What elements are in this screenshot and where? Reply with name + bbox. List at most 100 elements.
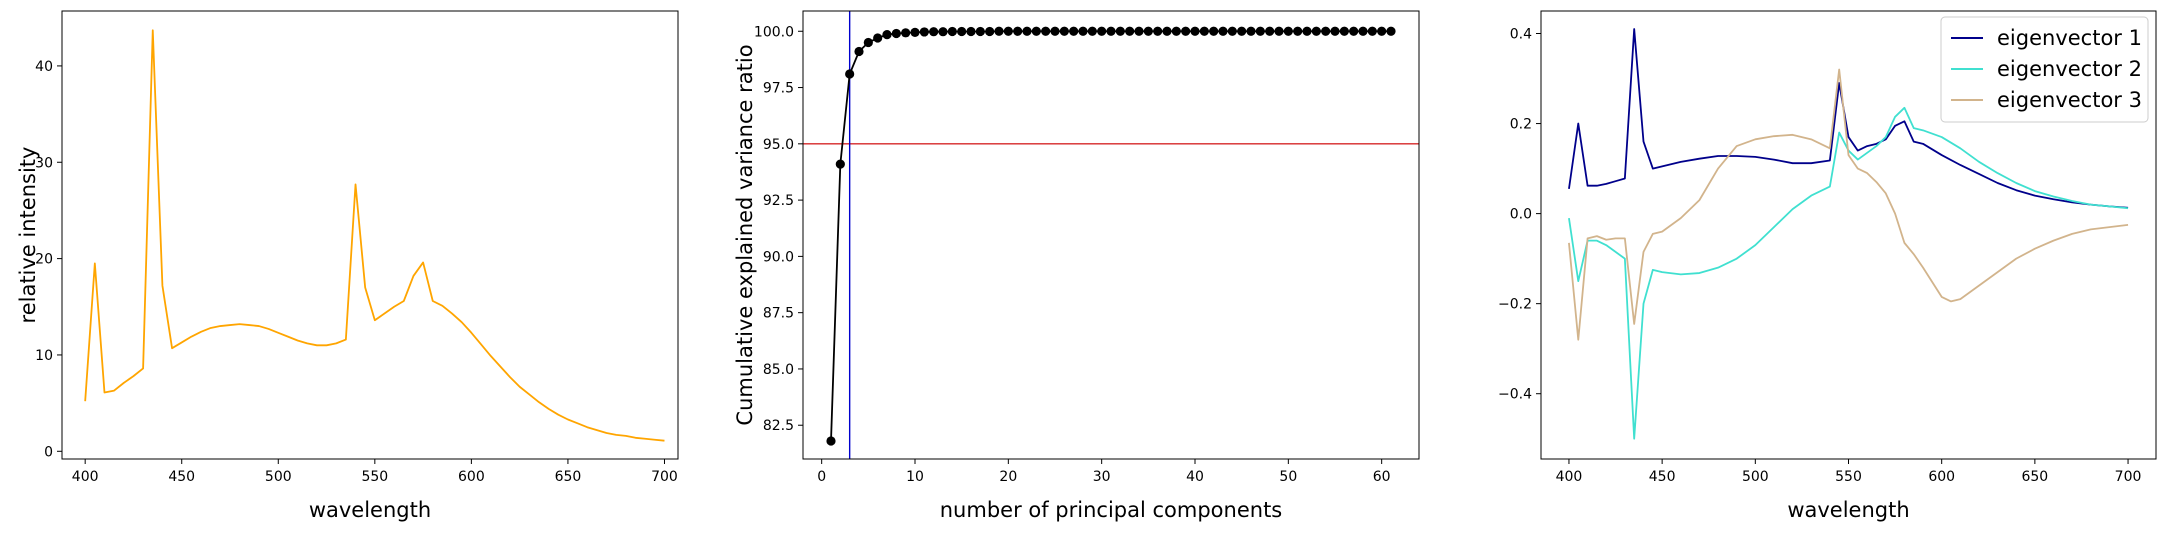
x-tick-label: 50	[1279, 469, 1297, 485]
data-point	[957, 26, 967, 37]
data-point	[1050, 26, 1060, 36]
x-tick-label: 60	[1373, 469, 1391, 485]
data-point	[1181, 26, 1191, 36]
y-tick-label: 100.0	[754, 24, 794, 40]
data-point	[1339, 26, 1349, 36]
data-point	[1190, 26, 1200, 36]
plot-area	[803, 11, 1419, 459]
x-tick-label: 700	[2115, 469, 2142, 485]
plot-frame	[61, 10, 679, 460]
legend-label: eigenvector 1	[1997, 26, 2142, 50]
data-point	[1059, 26, 1069, 36]
data-point	[1227, 26, 1237, 36]
x-tick-label: 550	[361, 469, 388, 485]
data-point	[826, 436, 836, 446]
data-point	[1171, 26, 1181, 36]
data-point	[910, 27, 920, 37]
data-point	[1199, 26, 1209, 36]
data-point	[1349, 26, 1359, 36]
x-tick-label: 550	[1835, 469, 1862, 485]
data-point	[966, 26, 976, 37]
chart-2: 0 10 20 30 40 50 60 82.5 85.0 87.5 90.0 92.5 95.0 97.…	[733, 10, 1420, 522]
data-point	[1274, 26, 1284, 36]
data-point	[873, 33, 883, 43]
data-point	[835, 159, 845, 169]
series-line-eigenvector-2	[1568, 106, 2129, 440]
data-point	[1367, 26, 1377, 36]
data-point	[1106, 26, 1116, 36]
data-point	[1265, 26, 1275, 36]
data-point	[1377, 26, 1387, 36]
y-tick-label: −0.4	[1498, 387, 1532, 403]
series-line-eigenvector-1	[1568, 28, 2129, 209]
y-tick-label: 90.0	[763, 249, 794, 265]
x-tick-label: 600	[1928, 469, 1955, 485]
data-point	[1358, 26, 1368, 36]
plot-frame	[1540, 10, 2157, 460]
data-point	[1386, 26, 1396, 36]
data-point	[1022, 26, 1032, 36]
data-point	[1087, 26, 1097, 36]
series-line	[830, 30, 1391, 442]
y-tick-label: 30	[35, 155, 53, 171]
series-line-eigenvector-3	[1568, 68, 2129, 341]
y-tick-label: 85.0	[763, 362, 794, 378]
data-point	[1078, 26, 1088, 36]
plot-area	[84, 29, 665, 442]
data-point	[919, 27, 929, 37]
data-point	[929, 27, 939, 37]
data-point	[854, 46, 864, 57]
data-point	[1330, 26, 1340, 36]
y-tick-label: −0.2	[1498, 297, 1532, 313]
data-point	[1134, 26, 1144, 36]
y-tick-label: 0.4	[1510, 27, 1532, 43]
data-point	[1125, 26, 1135, 36]
data-point	[975, 26, 985, 37]
y-tick-label: 95.0	[763, 137, 794, 153]
x-axis-label: number of principal components	[940, 498, 1283, 522]
data-point	[938, 27, 948, 37]
data-point	[1209, 26, 1219, 36]
data-point	[1255, 26, 1265, 36]
data-point	[1237, 26, 1247, 36]
x-tick-label: 450	[168, 469, 195, 485]
y-tick-label: 92.5	[763, 193, 794, 209]
x-tick-label: 400	[1556, 469, 1583, 485]
data-point	[882, 30, 892, 40]
y-tick-label: 0	[44, 444, 53, 460]
chart-3: 400 450 500 550 600 650 700 −0.4 −0.2 0.0 0.2 0.4 wa…	[1498, 10, 2157, 522]
x-tick-label: 30	[1093, 469, 1111, 485]
y-axis-label: relative intensity	[16, 147, 40, 324]
data-point	[1143, 26, 1153, 36]
legend-label: eigenvector 3	[1997, 88, 2142, 112]
x-tick-label: 500	[1742, 469, 1769, 485]
y-tick-label: 82.5	[763, 418, 794, 434]
series-line	[84, 29, 665, 442]
data-point	[1153, 26, 1163, 36]
x-tick-label: 40	[1186, 469, 1204, 485]
legend-label: eigenvector 2	[1997, 57, 2142, 81]
plot-frame	[802, 10, 1420, 460]
x-axis-label: wavelength	[309, 498, 431, 522]
data-point	[1013, 26, 1023, 36]
data-point	[1031, 26, 1041, 36]
data-point	[845, 69, 855, 79]
legend-box	[1940, 16, 2149, 123]
data-point	[1321, 26, 1331, 36]
x-tick-label: 450	[1649, 469, 1676, 485]
y-tick-label: 87.5	[763, 306, 794, 322]
x-tick-label: 500	[265, 469, 292, 485]
data-point	[1003, 26, 1013, 36]
data-point	[901, 28, 911, 38]
data-point	[863, 37, 873, 48]
data-point	[1311, 26, 1321, 36]
data-point	[947, 26, 957, 37]
x-tick-label: 700	[651, 469, 678, 485]
x-tick-label: 0	[817, 469, 826, 485]
plot-area	[1568, 28, 2129, 440]
y-tick-label: 10	[35, 348, 53, 364]
data-point	[1041, 26, 1051, 36]
chart-1: 400 450 500 550 600 650 700 0 10 20 30 40 wavelength…	[16, 10, 679, 522]
data-point	[1115, 26, 1125, 36]
